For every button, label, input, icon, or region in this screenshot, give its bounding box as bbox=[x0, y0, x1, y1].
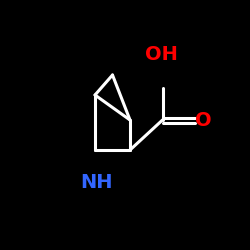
Text: OH: OH bbox=[145, 46, 178, 64]
Text: NH: NH bbox=[80, 173, 112, 192]
Text: O: O bbox=[195, 110, 212, 130]
